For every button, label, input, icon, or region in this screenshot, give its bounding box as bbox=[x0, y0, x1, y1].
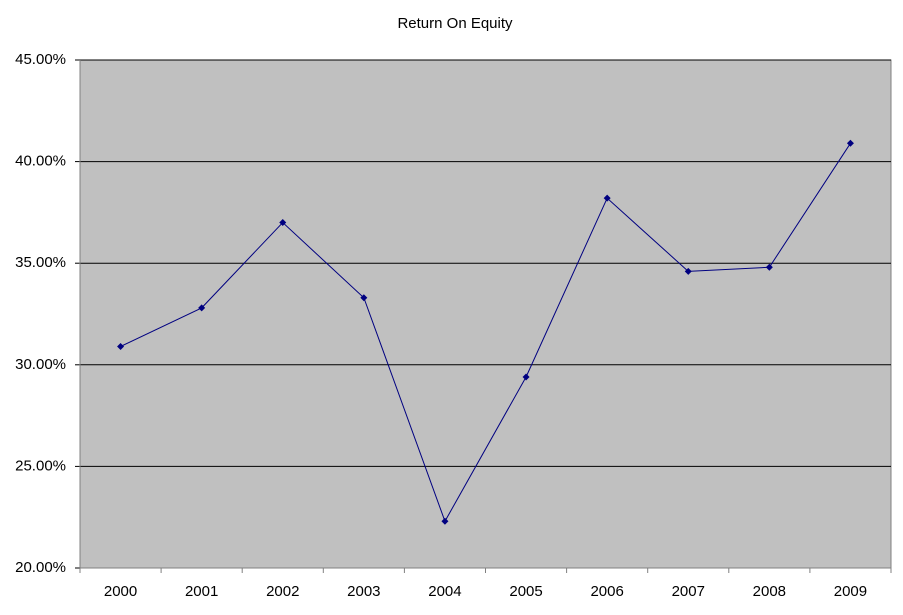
chart-title: Return On Equity bbox=[397, 15, 513, 32]
data-point bbox=[117, 343, 125, 351]
x-tick-label: 2002 bbox=[266, 583, 299, 600]
x-tick-label: 2005 bbox=[509, 583, 542, 600]
y-tick-label: 30.00% bbox=[15, 356, 66, 373]
x-tick-label: 2006 bbox=[590, 583, 623, 600]
y-tick-label: 20.00% bbox=[15, 559, 66, 576]
x-tick-label: 2009 bbox=[834, 583, 867, 600]
data-point bbox=[441, 517, 449, 525]
data-point bbox=[360, 294, 368, 302]
data-point bbox=[765, 263, 773, 271]
x-tick-label: 2003 bbox=[347, 583, 380, 600]
data-point bbox=[279, 219, 287, 227]
x-tick-label: 2001 bbox=[185, 583, 218, 600]
data-line bbox=[120, 143, 851, 523]
x-tick-label: 2000 bbox=[104, 583, 137, 600]
data-point bbox=[603, 194, 611, 202]
y-tick-label: 35.00% bbox=[15, 254, 66, 271]
plot-area bbox=[79, 59, 892, 569]
data-point bbox=[846, 139, 854, 147]
y-tick-label: 25.00% bbox=[15, 457, 66, 474]
y-tick-label: 45.00% bbox=[15, 51, 66, 68]
x-tick-label: 2007 bbox=[672, 583, 705, 600]
x-tick-label: 2008 bbox=[753, 583, 786, 600]
x-tick-label: 2004 bbox=[428, 583, 461, 600]
data-point bbox=[684, 267, 692, 275]
y-tick-label: 40.00% bbox=[15, 153, 66, 170]
data-point bbox=[198, 304, 206, 312]
data-point bbox=[522, 373, 530, 381]
